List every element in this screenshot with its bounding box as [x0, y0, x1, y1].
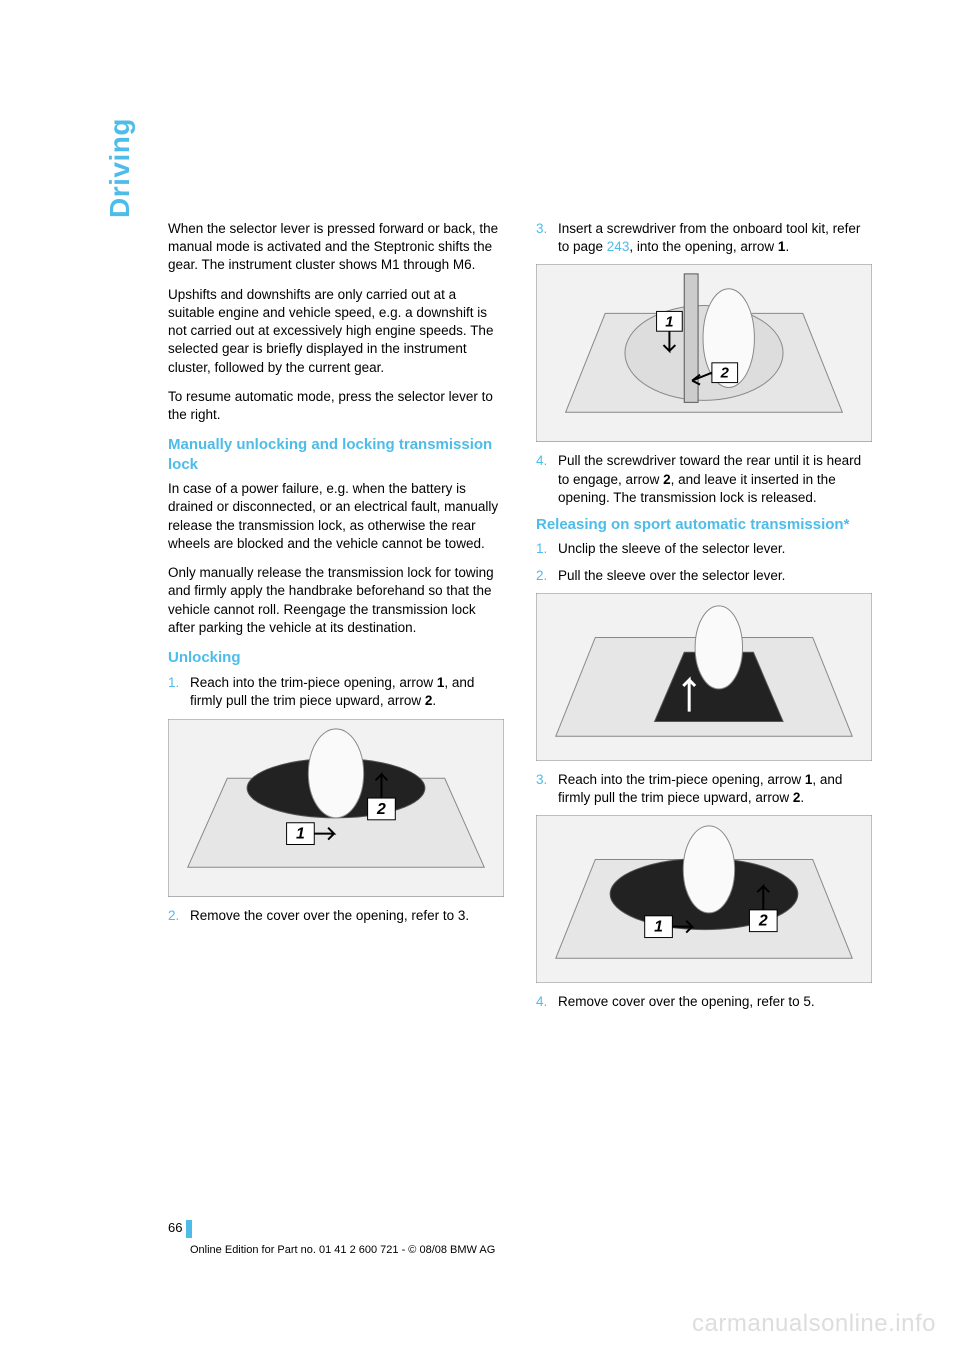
page-number: 66	[168, 1220, 186, 1235]
list-number: 3.	[536, 771, 558, 807]
figure-screwdriver-insert: 1 2	[536, 264, 872, 442]
heading-release-sport: Releasing on sport automatic transmissio…	[536, 515, 872, 535]
section-tab-driving: Driving	[104, 118, 136, 218]
page-link[interactable]: 243	[607, 239, 630, 254]
list-number: 1.	[168, 674, 190, 710]
list-number: 1.	[536, 540, 558, 558]
list-item: 1. Reach into the trim-piece opening, ar…	[168, 674, 504, 710]
list-number: 3.	[536, 220, 558, 256]
list-text: Pull the sleeve over the selector lever.	[558, 567, 872, 585]
list-item: 4. Remove cover over the opening, refer …	[536, 993, 872, 1011]
list-item: 2. Remove the cover over the opening, re…	[168, 907, 504, 925]
footer-text: Online Edition for Part no. 01 41 2 600 …	[190, 1244, 495, 1256]
list-number: 4.	[536, 452, 558, 507]
list-text: Remove cover over the opening, refer to …	[558, 993, 872, 1011]
list-item: 4. Pull the screwdriver toward the rear …	[536, 452, 872, 507]
list-item: 3. Insert a screwdriver from the onboard…	[536, 220, 872, 256]
list-item: 3. Reach into the trim-piece opening, ar…	[536, 771, 872, 807]
heading-manual-unlock: Manually unlocking and locking transmiss…	[168, 435, 504, 474]
paragraph: Upshifts and downshifts are only carried…	[168, 286, 504, 377]
svg-text:1: 1	[296, 825, 305, 842]
text-run: .	[432, 693, 436, 708]
svg-text:2: 2	[720, 366, 730, 382]
list-text: Reach into the trim-piece opening, arrow…	[190, 674, 504, 710]
svg-text:2: 2	[376, 800, 386, 817]
paragraph: To resume automatic mode, press the sele…	[168, 388, 504, 424]
page-number-wrap: 66	[168, 1220, 192, 1238]
list-text: Pull the screwdriver toward the rear unt…	[558, 452, 872, 507]
list-text: Reach into the trim-piece opening, arrow…	[558, 771, 872, 807]
left-column: When the selector lever is pressed forwa…	[168, 220, 504, 1020]
list-number: 2.	[168, 907, 190, 925]
text-run: Reach into the trim-piece opening, arrow	[558, 772, 805, 787]
arrow-ref: 2	[663, 472, 671, 487]
svg-text:1: 1	[665, 315, 673, 331]
figure-selector-sleeve	[536, 593, 872, 761]
right-column: 3. Insert a screwdriver from the onboard…	[536, 220, 872, 1020]
text-run: , into the opening, arrow	[629, 239, 778, 254]
svg-text:1: 1	[654, 919, 663, 936]
list-number: 2.	[536, 567, 558, 585]
text-run: .	[785, 239, 789, 254]
heading-unlocking: Unlocking	[168, 648, 504, 668]
list-text: Remove the cover over the opening, refer…	[190, 907, 504, 925]
list-number: 4.	[536, 993, 558, 1011]
list-text: Unclip the sleeve of the selector lever.	[558, 540, 872, 558]
page-number-mark	[186, 1220, 192, 1238]
list-text: Insert a screwdriver from the onboard to…	[558, 220, 872, 256]
paragraph: In case of a power failure, e.g. when th…	[168, 480, 504, 553]
list-item: 2. Pull the sleeve over the selector lev…	[536, 567, 872, 585]
figure-trim-piece-1-2: 1 2	[168, 719, 504, 897]
svg-text:2: 2	[758, 913, 768, 930]
manual-page: Driving When the selector lever is press…	[0, 0, 960, 1020]
figure-trim-piece-sport: 1 2	[536, 815, 872, 983]
paragraph: Only manually release the transmission l…	[168, 564, 504, 637]
two-column-layout: When the selector lever is pressed forwa…	[168, 220, 872, 1020]
paragraph: When the selector lever is pressed forwa…	[168, 220, 504, 275]
text-run: .	[800, 790, 804, 805]
watermark-text: carmanualsonline.info	[692, 1310, 936, 1338]
list-item: 1. Unclip the sleeve of the selector lev…	[536, 540, 872, 558]
text-run: Reach into the trim-piece opening, arrow	[190, 675, 437, 690]
